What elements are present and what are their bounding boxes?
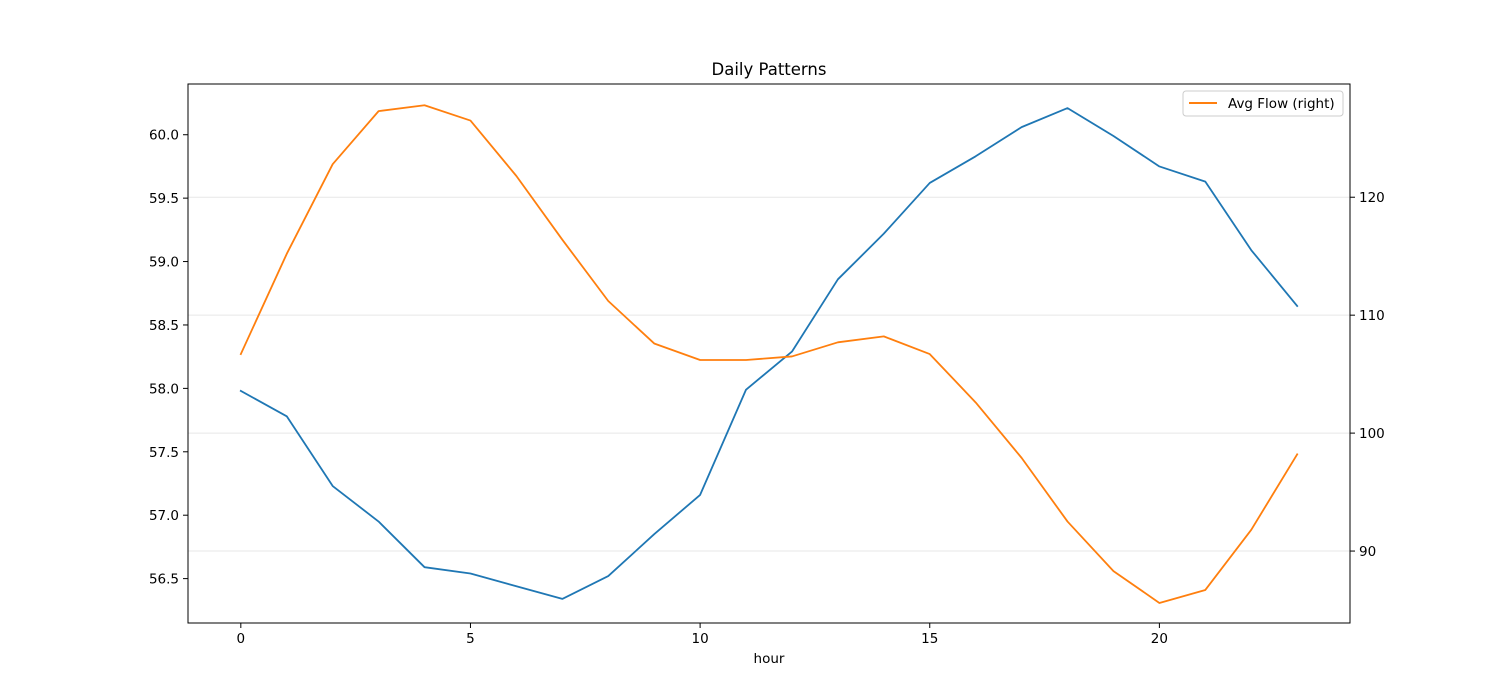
x-tick-label-5: 5 [466,631,475,647]
plot-frame [187,83,1351,624]
y-left-tick-label-57.5: 57.5 [149,445,179,461]
y-left-tick-label-59.0: 59.0 [149,255,179,271]
y-left-tick-label-56.5: 56.5 [149,572,179,588]
legend: Avg Flow (right) [1182,90,1344,117]
series-layer [239,104,1299,604]
legend-label-avg-flow: Avg Flow (right) [1228,96,1335,112]
series-line-left-series [239,107,1299,600]
y-left-tick-label-58.5: 58.5 [149,318,179,334]
x-axis-label: hour [754,651,785,667]
grid-layer [188,196,1350,552]
ticks-layer: 0 5 10 15 20 56.5 57.0 57.5 58.0 58.5 59.0 59.5 60.0… [149,128,1385,647]
y-right-tick-label-90: 90 [1359,544,1376,560]
y-left-tick-label-60.0: 60.0 [149,128,179,144]
y-left-tick-label-57.0: 57.0 [149,508,179,524]
x-tick-label-0: 0 [237,631,246,647]
x-tick-label-10: 10 [692,631,709,647]
y-left-tick-label-59.5: 59.5 [149,191,179,207]
y-left-tick-label-58.0: 58.0 [149,381,179,397]
y-right-tick-label-100: 100 [1359,426,1385,442]
x-tick-label-15: 15 [921,631,938,647]
chart-title: Daily Patterns [712,60,827,79]
legend-box [1182,90,1344,117]
x-tick-label-20: 20 [1151,631,1168,647]
y-right-tick-label-120: 120 [1359,190,1385,206]
y-right-tick-label-110: 110 [1359,308,1385,324]
series-line-avg-flow [239,104,1299,604]
